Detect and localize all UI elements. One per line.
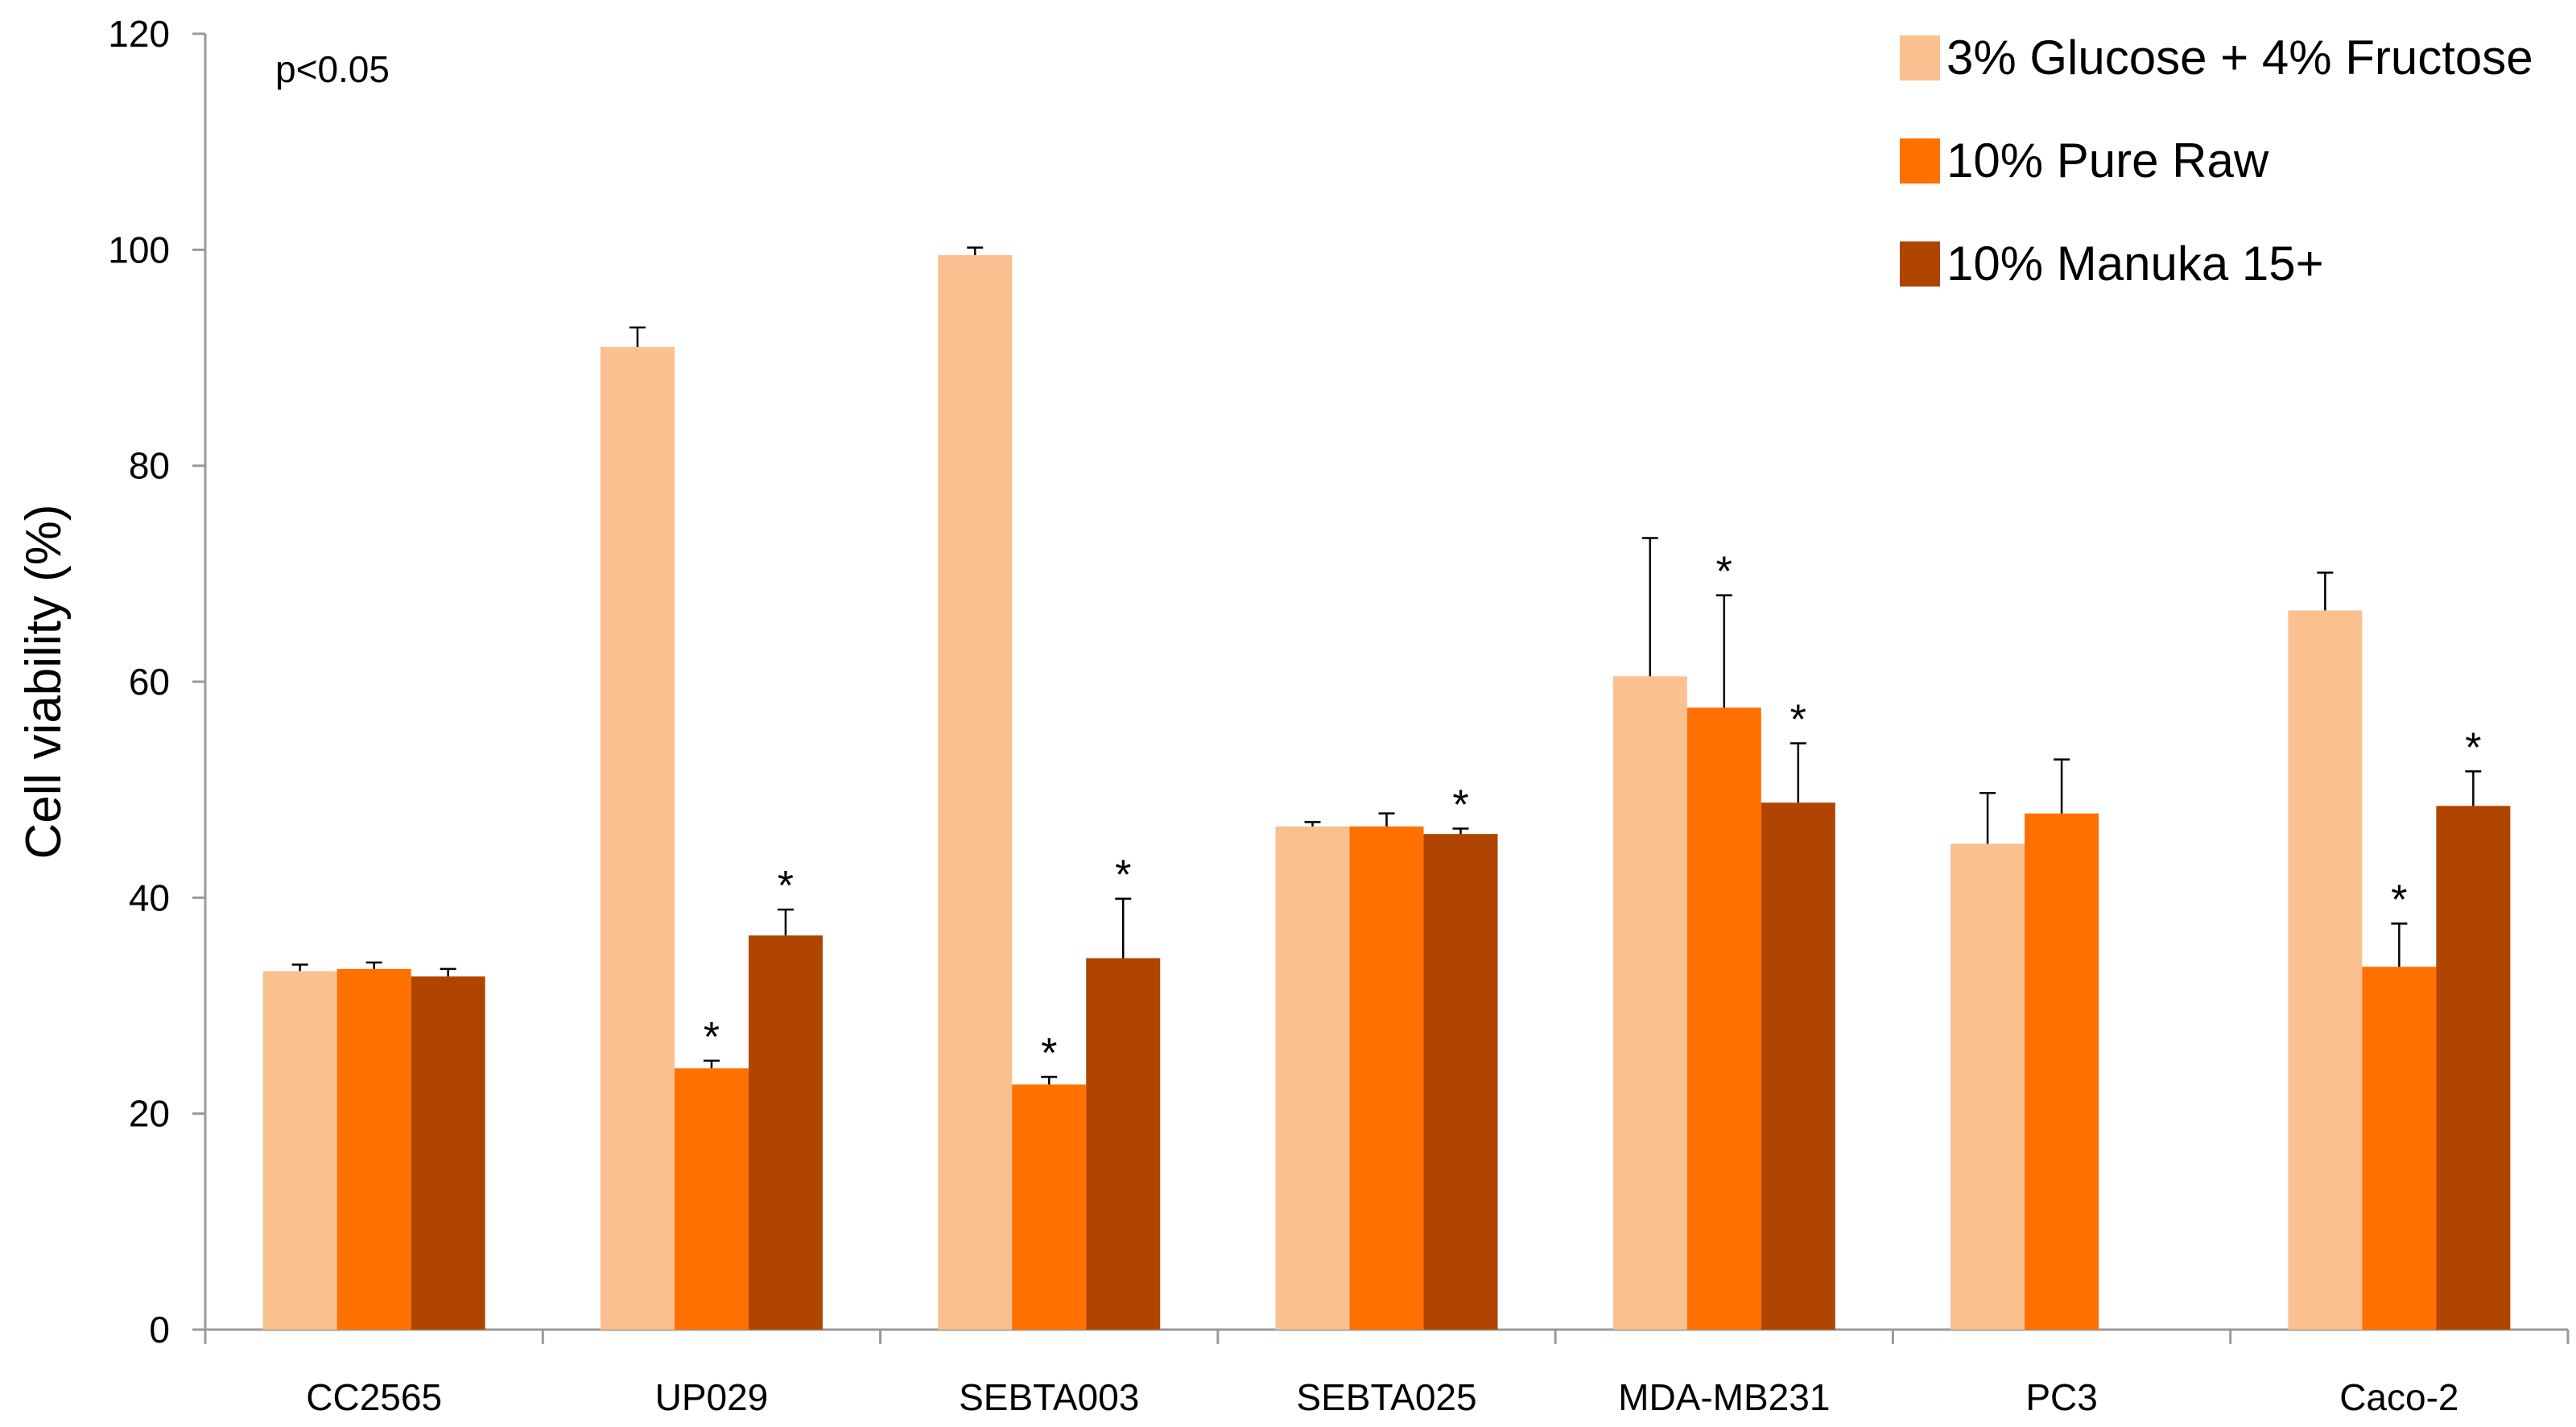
x-axis-ticks: CC2565 UP029 SEBTA003 SEBTA025 MDA-MB231 PC3 C… [204, 1330, 2570, 1418]
significance-star: * [2465, 724, 2481, 771]
bar [1349, 826, 1424, 1330]
significance-star: * [778, 863, 794, 909]
y-axis-ticks: 0 20 40 60 80 100 120 [108, 13, 205, 1351]
bar [1423, 834, 1498, 1330]
bar [2025, 813, 2099, 1330]
y-tick-label: 120 [108, 13, 170, 55]
bar [674, 1068, 749, 1330]
legend-label: 10% Pure Raw [1946, 134, 2269, 188]
legend-label: 10% Manuka 15+ [1946, 237, 2324, 291]
bar [2288, 610, 2363, 1330]
bar [262, 971, 337, 1330]
bars [262, 255, 2511, 1330]
bar [1686, 707, 1761, 1330]
significance-star: * [704, 1014, 720, 1061]
bar [411, 976, 485, 1330]
y-tick-label: 100 [108, 229, 170, 270]
x-tick-label: PC3 [2025, 1376, 2097, 1418]
x-tick-label: UP029 [655, 1376, 769, 1418]
legend-label: 3% Glucose + 4% Fructose [1946, 31, 2533, 85]
bar [1275, 826, 1350, 1330]
x-tick-label: CC2565 [306, 1376, 442, 1418]
significance-star: * [1452, 782, 1468, 828]
y-tick-label: 0 [149, 1309, 170, 1351]
bar [2436, 806, 2511, 1330]
bar [2362, 967, 2437, 1330]
bar [748, 935, 823, 1330]
bar [1951, 843, 2025, 1330]
legend-swatch [1900, 35, 1940, 80]
significance-note: p<0.05 [275, 48, 390, 90]
x-tick-label: MDA-MB231 [1618, 1376, 1830, 1418]
x-tick-label: Caco-2 [2339, 1376, 2458, 1418]
bar [600, 347, 675, 1330]
legend-swatch [1900, 138, 1940, 184]
error-bars [291, 246, 2482, 1085]
bar [1086, 958, 1161, 1330]
significance-star: * [1115, 852, 1131, 899]
significance-star: * [2391, 877, 2407, 924]
bar [1612, 676, 1687, 1330]
bar [336, 968, 411, 1330]
y-tick-label: 20 [129, 1093, 170, 1135]
significance-markers: * * * * * * * * * [704, 549, 2482, 1077]
y-axis-title: Cell viability (%) [16, 505, 72, 860]
bar [1012, 1084, 1087, 1330]
bar [1761, 802, 1835, 1330]
significance-star: * [1041, 1030, 1057, 1077]
significance-star: * [1716, 549, 1732, 596]
y-tick-label: 60 [129, 661, 170, 703]
bar [938, 255, 1013, 1330]
significance-star: * [1790, 696, 1806, 743]
x-tick-label: SEBTA003 [959, 1376, 1139, 1418]
y-tick-label: 40 [129, 876, 170, 918]
y-tick-label: 80 [129, 445, 170, 487]
x-tick-label: SEBTA025 [1296, 1376, 1476, 1418]
legend-swatch [1900, 241, 1940, 287]
legend: 3% Glucose + 4% Fructose 10% Pure Raw 10% … [1900, 31, 2533, 291]
